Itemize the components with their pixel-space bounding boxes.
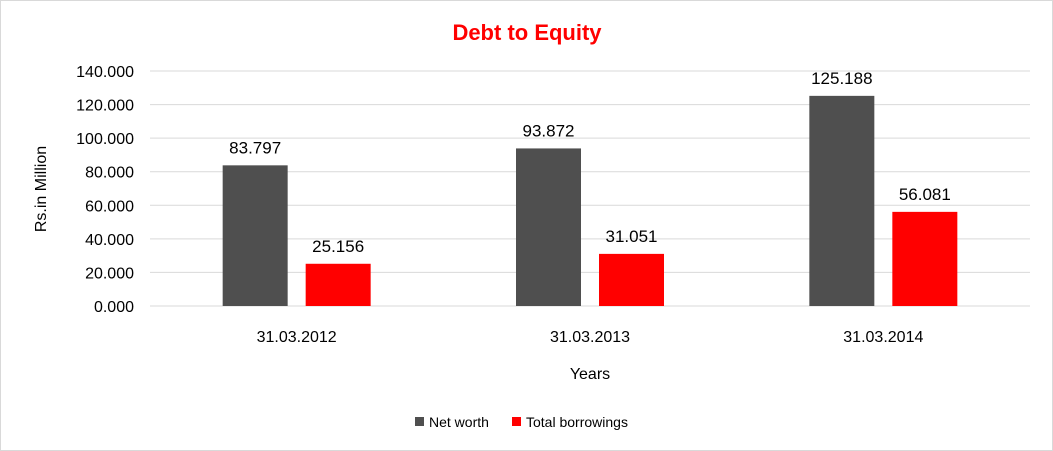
x-tick-label: 31.03.2014 bbox=[843, 329, 923, 346]
bar-net-worth bbox=[809, 95, 875, 306]
data-label: 56.081 bbox=[899, 185, 951, 204]
legend-label: Total borrowings bbox=[526, 414, 628, 430]
y-axis-title: Rs.in Million bbox=[33, 146, 50, 232]
x-tick-label: 31.03.2012 bbox=[257, 329, 337, 346]
y-tick-label: 40.000 bbox=[85, 232, 134, 249]
x-tick-label: 31.03.2013 bbox=[550, 329, 630, 346]
data-label: 31.051 bbox=[606, 227, 658, 246]
bar-net-worth bbox=[222, 165, 288, 306]
legend-label: Net worth bbox=[429, 414, 489, 430]
bar-total-borrowings bbox=[305, 263, 371, 306]
gridlines bbox=[150, 70, 1030, 307]
data-label: 25.156 bbox=[312, 237, 364, 256]
y-tick-label: 60.000 bbox=[85, 198, 134, 215]
x-axis-title: Years bbox=[570, 366, 610, 383]
bar-total-borrowings bbox=[892, 211, 958, 306]
x-axis-tick-labels: 31.03.2012 31.03.2013 31.03.2014 bbox=[257, 329, 924, 346]
chart-title: Debt to Equity bbox=[452, 20, 602, 45]
y-tick-label: 100.000 bbox=[76, 131, 134, 148]
data-label: 83.797 bbox=[229, 138, 281, 157]
bar-net-worth bbox=[516, 148, 581, 306]
legend-swatch bbox=[512, 417, 521, 426]
y-tick-label: 80.000 bbox=[85, 165, 134, 182]
y-axis-tick-labels: 0.000 20.000 40.000 60.000 80.000 100.000 120.… bbox=[76, 64, 134, 316]
y-tick-label: 120.000 bbox=[76, 98, 134, 115]
legend: Net worth Total borrowings bbox=[415, 414, 628, 430]
y-tick-label: 20.000 bbox=[85, 265, 134, 282]
data-labels: 83.797 25.156 93.872 31.051 125.188 56.081 bbox=[229, 69, 951, 256]
legend-swatch bbox=[415, 417, 424, 426]
data-label: 93.872 bbox=[523, 121, 575, 140]
y-tick-label: 0.000 bbox=[94, 299, 134, 316]
bar-total-borrowings bbox=[599, 253, 664, 306]
y-tick-label: 140.000 bbox=[76, 64, 134, 81]
data-label: 125.188 bbox=[811, 69, 872, 88]
bars bbox=[222, 95, 958, 306]
